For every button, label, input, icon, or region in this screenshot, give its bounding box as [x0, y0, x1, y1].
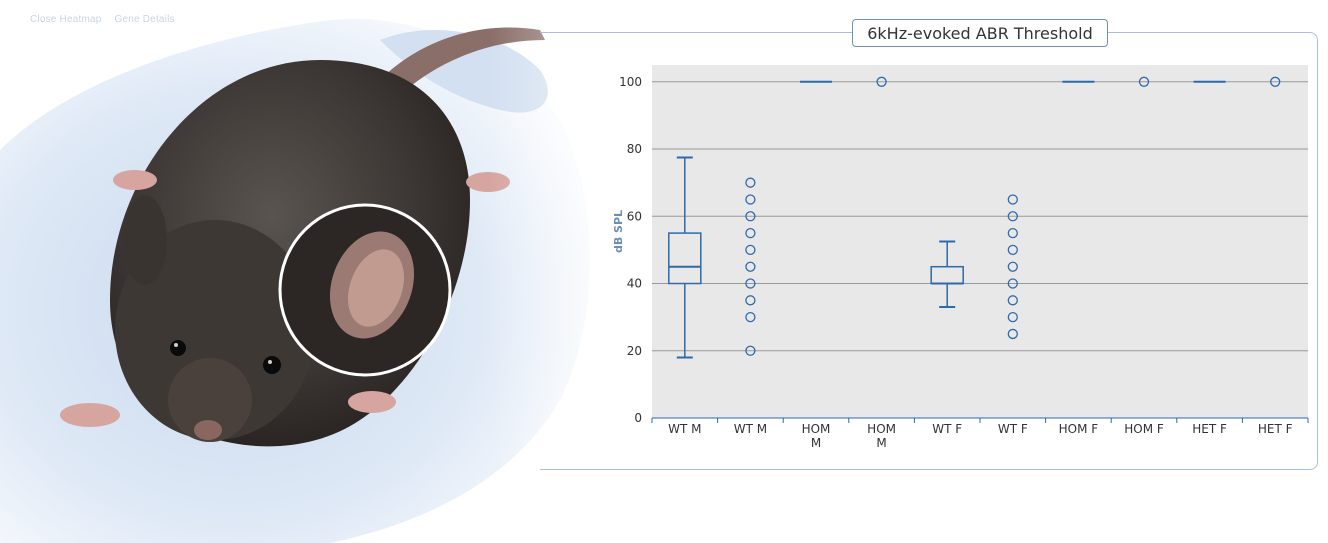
data-point: [1007, 211, 1018, 222]
data-point: [745, 211, 756, 222]
y-tick-label: 100: [619, 75, 642, 89]
x-tick-label: HOM M: [867, 422, 896, 450]
data-point: [745, 177, 756, 188]
y-axis-label: dB SPL: [612, 210, 625, 253]
data-point: [745, 227, 756, 239]
faded-nav: Close Heatmap Gene Details: [30, 14, 185, 25]
data-point: [1007, 328, 1018, 340]
data-point: [745, 194, 756, 205]
chart-title: 6kHz-evoked ABR Threshold: [852, 19, 1108, 47]
x-tick-label: HOM F: [1124, 422, 1164, 436]
data-point: [745, 278, 756, 289]
data-point: [745, 261, 756, 272]
y-tick-label: 0: [634, 411, 642, 425]
data-point: [1007, 278, 1018, 289]
data-point: [1007, 261, 1018, 272]
x-tick-label: WT F: [998, 422, 1028, 436]
x-tick-label: WT F: [932, 422, 962, 436]
box-iqr: [668, 232, 702, 285]
data-point: [745, 311, 756, 323]
x-tick-label: HET F: [1258, 422, 1293, 436]
x-tick-label: WT M: [668, 422, 701, 436]
data-point: [1007, 311, 1018, 323]
data-point: [1270, 76, 1281, 87]
data-point: [745, 345, 756, 356]
y-tick-label: 60: [627, 209, 642, 223]
mouse-photo: [0, 0, 700, 543]
plot-background: [652, 65, 1308, 418]
data-point: [1007, 295, 1018, 306]
x-tick-label: HOM F: [1059, 422, 1099, 436]
y-tick-label: 20: [627, 344, 642, 358]
y-tick-label: 40: [627, 277, 642, 291]
data-point: [876, 76, 887, 87]
data-point: [745, 244, 756, 256]
data-point: [1007, 194, 1018, 205]
data-point: [1007, 227, 1018, 239]
nav-gene-details[interactable]: Gene Details: [114, 14, 175, 25]
x-tick-label: WT M: [734, 422, 767, 436]
x-tick-label: HOM M: [802, 422, 831, 450]
y-tick-label: 80: [627, 142, 642, 156]
data-point: [745, 295, 756, 306]
x-tick-label: HET F: [1192, 422, 1227, 436]
data-point: [1138, 76, 1150, 87]
data-point: [1007, 244, 1018, 256]
nav-close-heatmap[interactable]: Close Heatmap: [30, 14, 102, 25]
